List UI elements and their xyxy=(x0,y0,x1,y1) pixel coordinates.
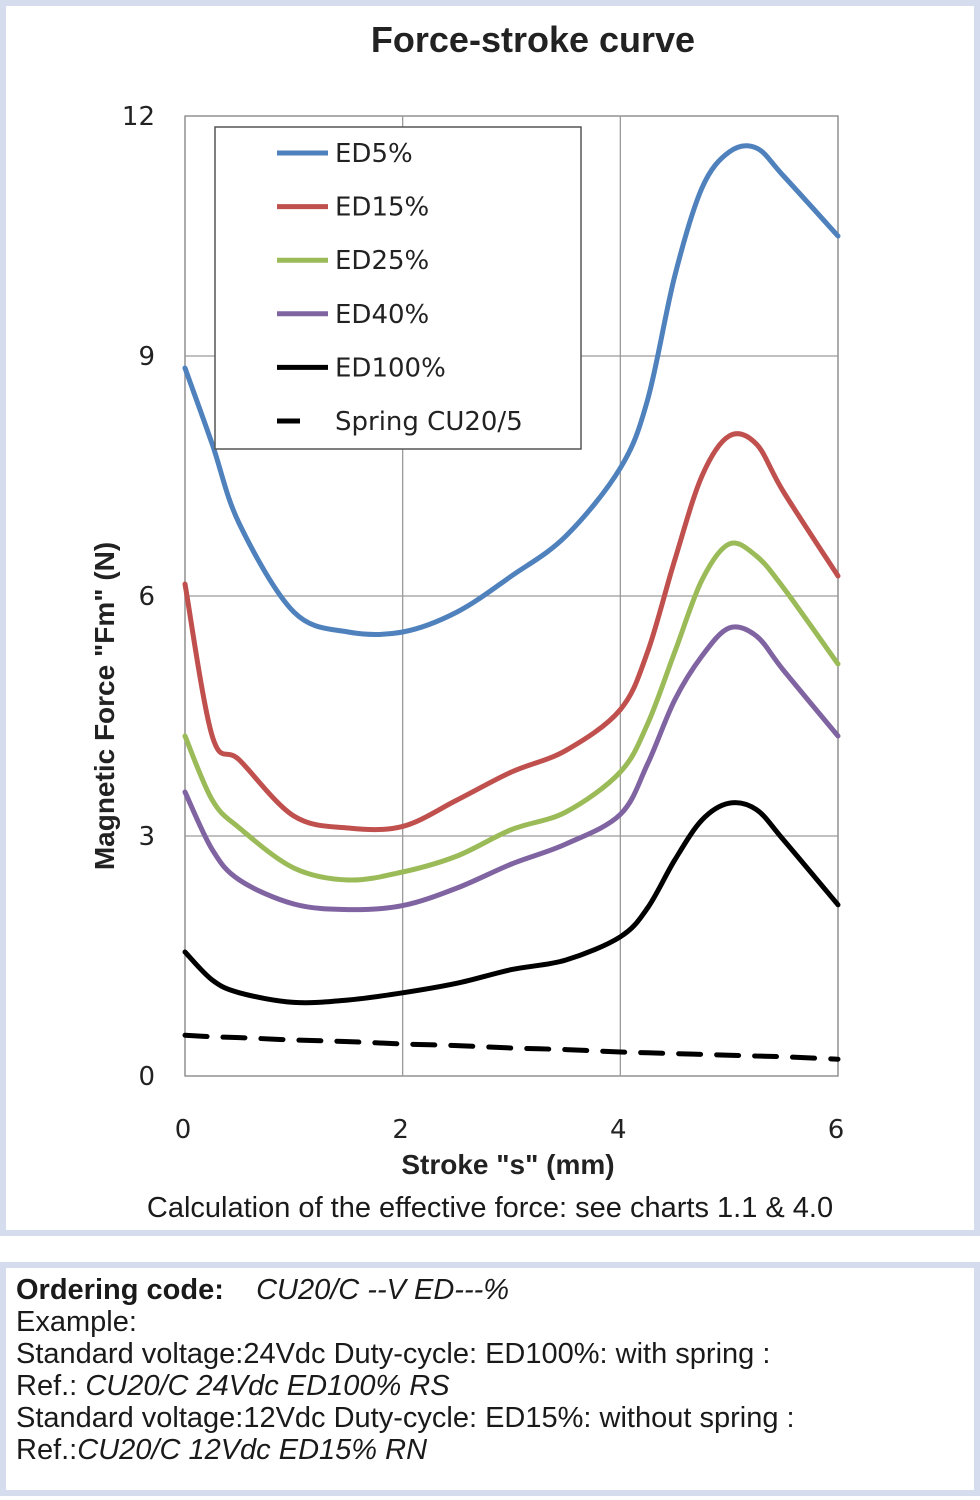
y-axis-label: Magnetic Force "Fm" (N) xyxy=(89,542,120,870)
ordering-panel xyxy=(0,1262,980,1496)
force-stroke-chart: Force-stroke curve 0 3 6 9 12 0 2 4 6 ED5% ED15% E… xyxy=(89,19,845,1180)
legend-label-ed40-: ED40% xyxy=(335,300,429,330)
legend-label-ed5-: ED5% xyxy=(335,139,413,169)
series-line-ed100- xyxy=(182,800,841,1006)
legend-box xyxy=(214,126,582,450)
y-tick-label: 9 xyxy=(138,342,155,372)
series-line-ed40- xyxy=(182,624,841,913)
legend-label-spring-cu20-5: Spring CU20/5 xyxy=(335,407,523,437)
ref-2: CU20/C 12Vdc ED15% RN xyxy=(77,1434,428,1466)
ref-2-label: Ref.: xyxy=(16,1434,78,1466)
legend-label-ed100-: ED100% xyxy=(335,353,446,383)
series-line-spring-cu20-5 xyxy=(182,1032,841,1062)
y-tick-label: 0 xyxy=(138,1062,155,1092)
example-line-1: Standard voltage:24Vdc Duty-cycle: ED100… xyxy=(16,1338,771,1370)
y-tick-label: 3 xyxy=(138,822,155,852)
x-tick-label: 2 xyxy=(392,1115,409,1145)
ordering-code: CU20/C --V ED---% xyxy=(256,1274,510,1306)
x-tick-label: 4 xyxy=(610,1115,627,1145)
x-axis-label: Stroke "s" (mm) xyxy=(401,1149,614,1180)
legend-label-ed15-: ED15% xyxy=(335,193,429,223)
series-line-ed5- xyxy=(182,143,841,637)
ordering-code-label: Ordering code: xyxy=(16,1274,224,1306)
series-line-ed25- xyxy=(182,540,841,883)
effective-force-note: Calculation of the effective force: see … xyxy=(146,1192,834,1224)
example-label: Example: xyxy=(16,1306,137,1338)
x-tick-label: 6 xyxy=(828,1115,845,1145)
y-tick-label: 12 xyxy=(122,102,155,132)
ref-1-label: Ref.: xyxy=(16,1370,86,1402)
ref-1: CU20/C 24Vdc ED100% RS xyxy=(85,1370,450,1402)
x-tick-label: 0 xyxy=(175,1115,192,1145)
ordering-info: Ordering code: CU20/C --V ED---% Example… xyxy=(16,1274,795,1466)
series-line-ed15- xyxy=(182,431,841,833)
chart-title: Force-stroke curve xyxy=(371,19,695,60)
y-tick-label: 6 xyxy=(138,582,155,612)
example-line-2: Standard voltage:12Vdc Duty-cycle: ED15%… xyxy=(16,1402,795,1434)
legend-label-ed25-: ED25% xyxy=(335,246,429,276)
